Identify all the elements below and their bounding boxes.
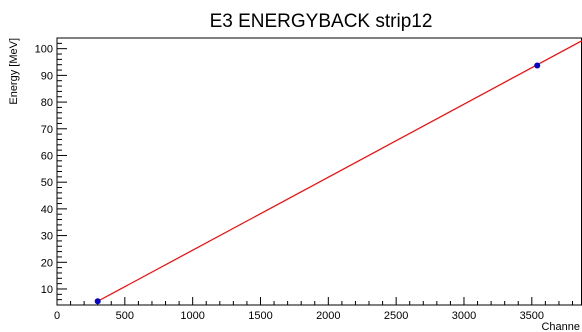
y-tick-label: 90 <box>41 70 53 82</box>
x-tick-label: 2000 <box>316 310 340 322</box>
x-tick-label: 2500 <box>384 310 408 322</box>
fit-line <box>97 40 582 302</box>
x-axis-label: Channe <box>541 321 580 332</box>
data-point <box>534 62 541 69</box>
data-point <box>94 298 101 305</box>
y-axis-label: Energy [MeV] <box>8 38 20 105</box>
x-tick-label: 1500 <box>248 310 272 322</box>
x-tick-label: 3000 <box>452 310 476 322</box>
y-tick-label: 100 <box>35 44 53 56</box>
y-tick-label: 40 <box>41 204 53 216</box>
plot-frame <box>56 37 582 306</box>
x-tick-label: 3500 <box>520 310 544 322</box>
plot-border <box>56 37 582 306</box>
y-tick-label: 30 <box>41 231 53 243</box>
y-axis: 10 20 30 40 50 60 70 80 90 100 <box>35 37 67 301</box>
x-axis: 0 500 1000 1500 2000 2500 3000 3500 <box>54 297 574 322</box>
y-tick-label: 70 <box>41 124 53 136</box>
chart-title: E3 ENERGYBACK strip12 <box>210 11 433 32</box>
y-tick-label: 20 <box>41 257 53 269</box>
x-tick-label: 0 <box>54 310 60 322</box>
y-tick-label: 10 <box>41 284 53 296</box>
plot-series <box>94 40 582 305</box>
x-tick-label: 500 <box>116 310 134 322</box>
x-tick-label: 1000 <box>180 310 204 322</box>
y-tick-label: 50 <box>41 177 53 189</box>
y-tick-label: 60 <box>41 150 53 162</box>
y-tick-label: 80 <box>41 97 53 109</box>
